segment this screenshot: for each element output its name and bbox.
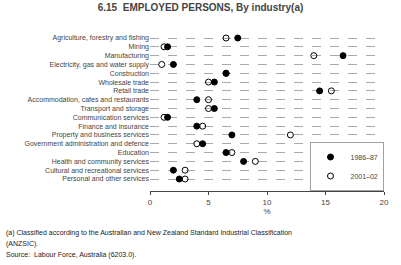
svg-text:Property and business services: Property and business services bbox=[52, 131, 150, 139]
svg-text:Construction: Construction bbox=[110, 70, 149, 77]
svg-text:Government administration and: Government administration and defence bbox=[24, 140, 149, 147]
svg-text:Health and community services: Health and community services bbox=[52, 158, 150, 166]
svg-text:15: 15 bbox=[321, 198, 330, 207]
svg-text:Transport and storage: Transport and storage bbox=[80, 105, 149, 113]
svg-text:10: 10 bbox=[263, 198, 272, 207]
svg-text:0: 0 bbox=[148, 198, 153, 207]
svg-text:2001–02: 2001–02 bbox=[351, 173, 378, 180]
svg-text:5: 5 bbox=[206, 198, 211, 207]
svg-text:20: 20 bbox=[380, 198, 389, 207]
svg-text:1986–87: 1986–87 bbox=[351, 154, 378, 161]
svg-text:Finance and insurance: Finance and insurance bbox=[78, 123, 149, 130]
svg-text:Agriculture, forestry and fish: Agriculture, forestry and fishing bbox=[53, 34, 150, 42]
svg-text:Source: Labour Force, Austral: Source: Labour Force, Australia (6203.0)… bbox=[6, 251, 136, 259]
svg-text:Communication services: Communication services bbox=[73, 114, 150, 121]
svg-text:%: % bbox=[263, 207, 270, 216]
svg-text:Accommodation, cafes and resta: Accommodation, cafes and restaurants bbox=[28, 96, 150, 103]
svg-text:6.15 EMPLOYED PERSONS, By ind: 6.15 EMPLOYED PERSONS, By industry(a) bbox=[98, 2, 304, 13]
svg-text:(a) Classified according to th: (a) Classified according to the Australi… bbox=[6, 229, 292, 237]
svg-text:Education: Education bbox=[118, 149, 149, 156]
svg-text:Mining: Mining bbox=[128, 43, 149, 51]
svg-text:(ANZSIC).: (ANZSIC). bbox=[6, 240, 38, 248]
svg-text:Wholesale trade: Wholesale trade bbox=[98, 79, 149, 86]
svg-text:Manufacturing: Manufacturing bbox=[105, 52, 149, 60]
svg-text:Electricity, gas and water sup: Electricity, gas and water supply bbox=[50, 61, 150, 69]
svg-text:Cultural and recreational serv: Cultural and recreational services bbox=[45, 167, 149, 174]
svg-text:Personal and other services: Personal and other services bbox=[62, 175, 149, 182]
svg-text:Retail trade: Retail trade bbox=[113, 87, 149, 94]
